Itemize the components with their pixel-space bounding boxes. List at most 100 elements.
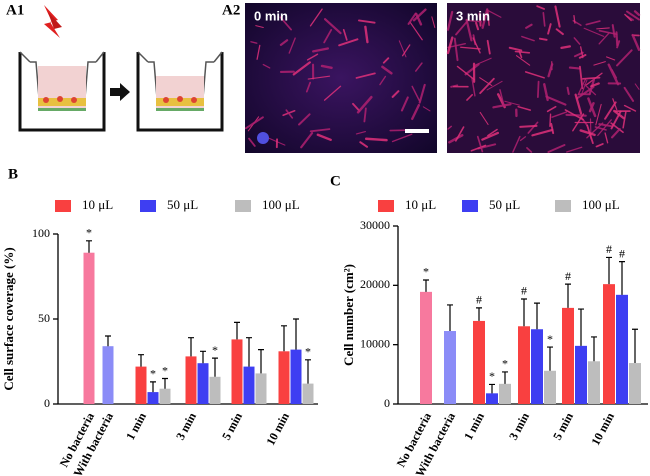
significance: * [86, 226, 92, 240]
cell [363, 107, 367, 123]
error-bar [105, 335, 111, 347]
error-bar [305, 359, 311, 384]
cell [573, 14, 576, 24]
cell [611, 24, 616, 38]
y-tick-label: 20000 [360, 277, 390, 291]
cell [587, 97, 597, 118]
y-tick-label: 10000 [360, 336, 390, 350]
cell [486, 9, 490, 26]
significance: * [502, 357, 508, 371]
bar [302, 383, 314, 404]
cell [555, 28, 564, 36]
cell [448, 134, 464, 144]
x-tick-label: 5 min [219, 410, 245, 442]
cell [481, 8, 489, 29]
cell [579, 65, 584, 90]
cell [545, 95, 567, 106]
significance: * [547, 332, 553, 346]
cell [412, 8, 427, 22]
cell [471, 77, 476, 97]
cell [616, 40, 621, 49]
legend-label: 10 μL [82, 197, 113, 212]
bar [147, 392, 159, 404]
cell [597, 119, 612, 137]
cell [517, 105, 532, 111]
legend-swatch [140, 200, 156, 212]
cell [605, 56, 616, 61]
cell [359, 141, 369, 148]
bar [290, 349, 302, 404]
cell [536, 5, 545, 10]
bar [209, 376, 221, 404]
cell [527, 121, 539, 134]
cell [514, 50, 531, 54]
cell [352, 102, 361, 112]
cell [358, 19, 376, 24]
error-bar [162, 377, 168, 389]
bar [231, 339, 243, 404]
cell [486, 80, 503, 91]
cell [355, 72, 376, 79]
cell-streaks [244, 5, 641, 153]
error-bar [534, 302, 540, 330]
y-tick-label: 50 [38, 311, 50, 325]
cell [519, 136, 527, 142]
significance: * [305, 345, 311, 359]
error-bar [565, 283, 571, 308]
bar [629, 363, 641, 404]
cell [309, 128, 331, 133]
cell [411, 103, 421, 121]
panel-label: A1 [6, 2, 24, 18]
error-bar [447, 304, 453, 332]
bar [486, 393, 498, 404]
error-bar [547, 346, 553, 371]
x-tick-label: 3 min [506, 410, 532, 442]
cell [309, 8, 323, 27]
cell [624, 13, 632, 22]
error-bar [200, 350, 206, 364]
cell [582, 76, 601, 80]
cell [262, 63, 271, 69]
error-bar [138, 354, 144, 367]
cell [566, 146, 583, 153]
cell [554, 5, 561, 28]
micrograph [245, 3, 437, 153]
error-bar [476, 307, 482, 321]
cell [598, 32, 610, 45]
error-bar [150, 381, 156, 393]
cell [470, 144, 487, 152]
cell [616, 49, 633, 67]
significance: # [619, 246, 625, 260]
cell [604, 132, 609, 144]
bar [159, 388, 171, 404]
cell [415, 12, 423, 26]
cell [622, 111, 627, 129]
legend-label: 50 μL [489, 197, 520, 212]
cell [431, 16, 436, 28]
bar [499, 383, 511, 404]
cell [379, 75, 387, 86]
cell [364, 25, 369, 44]
bar [544, 370, 556, 404]
error-bar [293, 318, 299, 350]
bar [135, 366, 147, 404]
cell [288, 37, 296, 54]
cell [391, 90, 400, 98]
cell [479, 77, 495, 95]
cell [547, 63, 554, 78]
image-label: 3 min [456, 8, 490, 23]
x-tick-label: 10 min [588, 410, 617, 448]
cell [611, 69, 618, 79]
error-bar [489, 383, 495, 394]
cell [476, 135, 484, 153]
error-bar [246, 337, 252, 367]
cell [316, 133, 332, 141]
cell [531, 128, 554, 137]
bar [603, 284, 615, 404]
significance: # [565, 269, 571, 283]
cell [578, 53, 587, 59]
cell [583, 27, 605, 37]
cell [323, 29, 333, 44]
cell [526, 147, 533, 153]
